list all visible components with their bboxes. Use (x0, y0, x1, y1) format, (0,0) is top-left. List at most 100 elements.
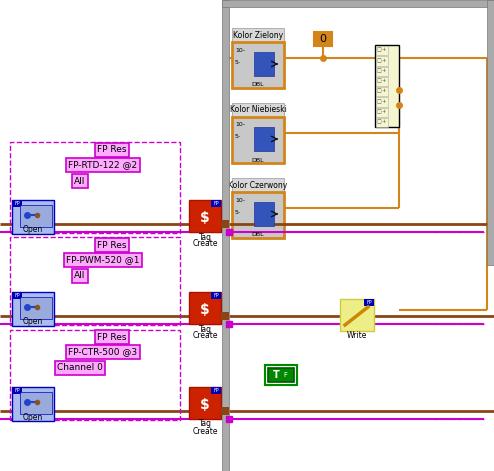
Bar (376, 66, 388, 76)
Bar (375, 45, 399, 127)
Bar (211, 200, 221, 207)
Bar (376, 97, 388, 106)
Bar (265, 365, 297, 385)
Text: Kolor Czerwony: Kolor Czerwony (228, 180, 288, 189)
Text: Tag: Tag (199, 420, 211, 429)
Text: FP: FP (14, 201, 20, 206)
Text: Tag: Tag (199, 233, 211, 242)
Bar (211, 292, 221, 299)
Text: □·+: □·+ (377, 99, 387, 104)
Bar (189, 387, 221, 419)
Text: Write: Write (347, 332, 367, 341)
Bar (221, 220, 229, 228)
Bar (232, 117, 284, 163)
Text: $: $ (200, 211, 210, 225)
Text: FP-RTD-122 @2: FP-RTD-122 @2 (69, 161, 137, 170)
Bar (232, 192, 284, 238)
Text: 5-: 5- (235, 59, 241, 65)
Text: 5-: 5- (235, 135, 241, 139)
Text: □·+: □·+ (377, 119, 387, 124)
Text: 10-: 10- (235, 197, 245, 203)
Bar (376, 77, 388, 86)
Text: $: $ (200, 303, 210, 317)
Text: 10-: 10- (235, 122, 245, 128)
Bar (222, 0, 494, 7)
Bar (10, 237, 180, 325)
Text: FP: FP (14, 388, 20, 393)
Text: All: All (74, 271, 85, 281)
Bar (268, 368, 294, 382)
Bar (189, 292, 221, 324)
Bar (10, 142, 180, 233)
Text: Open: Open (23, 226, 43, 235)
Text: $: $ (200, 398, 210, 412)
Text: FP: FP (213, 293, 219, 298)
Bar (487, 0, 494, 265)
Text: Create: Create (192, 427, 218, 436)
Text: □·+: □·+ (377, 109, 387, 114)
Bar (376, 87, 388, 96)
Text: 10-: 10- (235, 48, 245, 52)
Text: 0: 0 (320, 34, 327, 44)
Text: Create: Create (192, 332, 218, 341)
Text: FP: FP (366, 300, 372, 305)
Bar (254, 52, 274, 76)
Bar (232, 42, 284, 88)
Bar (12, 200, 22, 207)
Text: Kolor Zielony: Kolor Zielony (233, 31, 283, 40)
Bar (376, 46, 388, 55)
Bar (189, 200, 221, 232)
Text: Kolor Niebieski: Kolor Niebieski (230, 106, 287, 114)
Bar (211, 387, 221, 394)
Text: □·+: □·+ (377, 78, 387, 83)
Bar (254, 202, 274, 226)
Bar (221, 312, 229, 320)
Text: FP: FP (14, 293, 20, 298)
Text: FP: FP (213, 388, 219, 393)
Bar (12, 200, 54, 234)
Bar (314, 32, 332, 46)
Text: Channel 0: Channel 0 (57, 364, 103, 373)
Bar (232, 103, 284, 117)
Bar (376, 56, 388, 65)
Text: 5-: 5- (235, 210, 241, 214)
Bar (20, 392, 52, 414)
Bar (340, 299, 374, 331)
Bar (376, 107, 388, 117)
Text: □·+: □·+ (377, 48, 387, 53)
Bar (10, 330, 180, 420)
Text: DBL: DBL (251, 233, 264, 237)
Bar (221, 407, 229, 415)
Bar (20, 297, 52, 319)
Bar (12, 387, 54, 421)
Text: □·+: □·+ (377, 89, 387, 94)
Bar (265, 365, 297, 385)
Text: Open: Open (23, 317, 43, 326)
Text: □·+: □·+ (377, 68, 387, 73)
Text: FP Res: FP Res (97, 333, 127, 341)
Bar (232, 28, 284, 42)
Bar (364, 299, 374, 306)
Text: Open: Open (23, 413, 43, 422)
Text: FP Res: FP Res (97, 241, 127, 250)
Text: FP Res: FP Res (97, 146, 127, 154)
Bar (12, 387, 22, 394)
Text: Tag: Tag (199, 325, 211, 333)
Text: F: F (283, 372, 287, 378)
Text: DBL: DBL (251, 82, 264, 88)
Text: All: All (74, 177, 85, 186)
Bar (12, 292, 54, 326)
Bar (20, 205, 52, 227)
Text: FP-CTR-500 @3: FP-CTR-500 @3 (69, 348, 137, 357)
Bar (254, 127, 274, 151)
Text: Create: Create (192, 239, 218, 249)
Bar (232, 178, 284, 192)
Text: T: T (273, 370, 280, 380)
Text: DBL: DBL (251, 157, 264, 162)
Bar (222, 0, 229, 471)
Text: FP-PWM-520 @1: FP-PWM-520 @1 (66, 255, 140, 265)
Bar (12, 292, 22, 299)
Text: □·+: □·+ (377, 58, 387, 63)
Bar (376, 118, 388, 127)
Text: FP: FP (213, 201, 219, 206)
